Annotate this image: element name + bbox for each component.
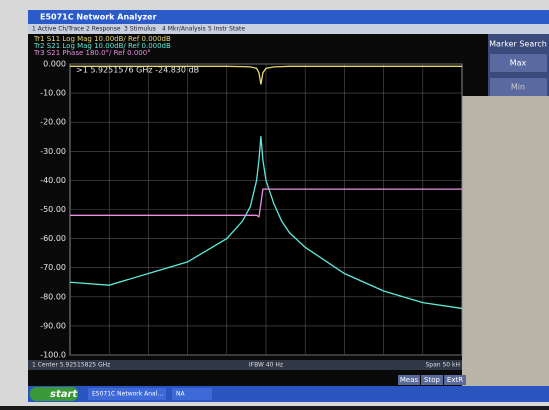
y-tick-label: -100.0: [40, 351, 66, 360]
screen: E5071C Network Analyzer Marker Search Ma…: [0, 0, 549, 406]
marker-readout: >1 5.9251576 GHz -24.830 dB: [76, 66, 199, 75]
button-label[interactable]: Max: [510, 59, 527, 68]
status-label: Stop: [424, 376, 440, 384]
y-tick-label: -80.00: [40, 292, 66, 301]
taskbar-label[interactable]: E5071C Network Anal...: [92, 391, 163, 398]
legend-entry: Tr3 S21 Phase 180.0°/ Ref 0.000°: [33, 49, 151, 57]
status-label: ExtR: [447, 376, 463, 384]
y-tick-label: -40.00: [40, 176, 66, 185]
menu-item[interactable]: 2 Response: [86, 26, 121, 33]
y-tick-label: -70.00: [40, 263, 66, 272]
status-label: Meas: [400, 376, 419, 384]
menu-item[interactable]: 5 Instr State: [208, 26, 245, 33]
menu-item[interactable]: 4 Mkr/Analysis: [162, 26, 206, 33]
menu-item[interactable]: 3 Stimulus: [124, 26, 156, 33]
y-tick-label: -90.00: [40, 321, 66, 330]
side-title: Marker Search: [489, 40, 547, 49]
y-tick-label: -30.00: [40, 147, 66, 156]
y-tick-label: -20.00: [40, 118, 66, 127]
y-tick-label: -10.00: [40, 89, 66, 98]
window-title: E5071C Network Analyzer: [40, 13, 157, 22]
page: E5071C Network Analyzer Marker Search Ma…: [0, 0, 549, 410]
footer-left: 1 Center 5.92515825 GHz: [32, 362, 110, 369]
y-tick-label: -60.00: [40, 234, 66, 243]
photo-cable-area: [462, 96, 549, 386]
menu-item[interactable]: 1 Active Ch/Trace: [32, 26, 84, 33]
button-label[interactable]: Min: [511, 83, 525, 92]
footer-right: Span 50 kH: [425, 362, 460, 369]
y-tick-label: 0.000: [43, 60, 66, 69]
taskbar-label[interactable]: NA: [176, 391, 185, 398]
footer-mid: IFBW 40 Hz: [249, 362, 283, 369]
start-label[interactable]: start: [50, 389, 78, 400]
y-tick-label: -50.00: [40, 205, 66, 214]
